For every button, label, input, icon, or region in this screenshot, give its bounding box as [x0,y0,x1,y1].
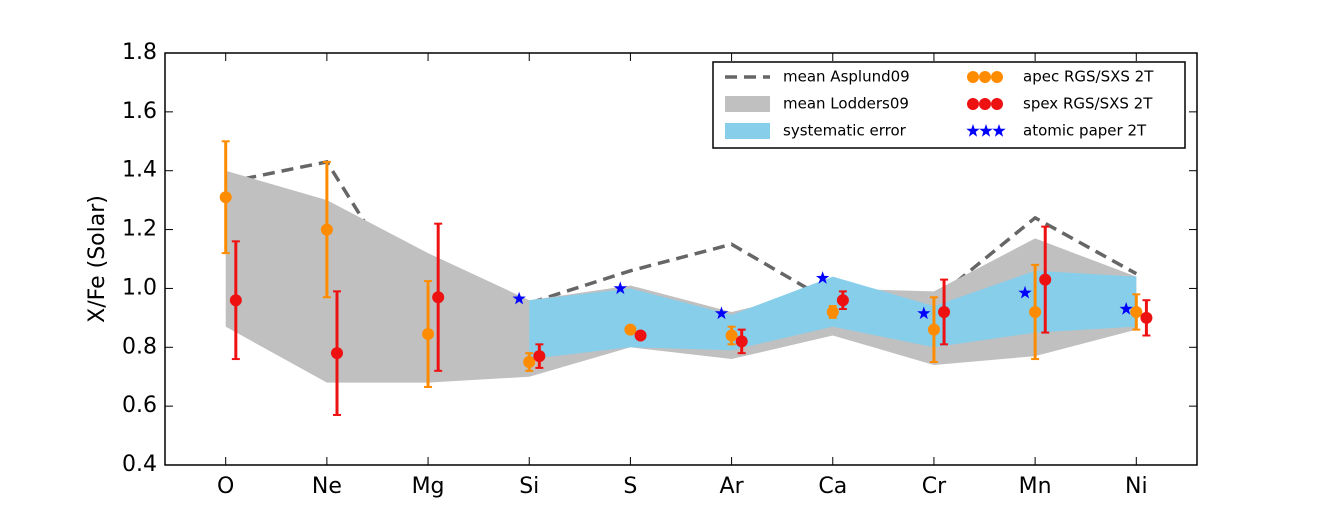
error-point [1130,293,1143,331]
marker [331,347,343,360]
legend-marker [967,98,979,110]
x-tick-label: Mg [412,474,445,499]
marker [1029,305,1042,318]
x-tick-label: S [623,474,637,499]
x-tick-label: Cr [922,474,947,499]
marker [523,356,536,368]
y-tick-label: 0.8 [122,334,157,359]
legend-marker [967,71,979,83]
error-point [523,352,536,372]
legend-box [712,61,1186,149]
error-point [634,329,647,342]
legend-patch [725,96,770,112]
legend: mean Asplund09 mean Lodders09 systematic e… [712,61,1186,149]
legend-marker [979,124,993,137]
x-tick-label: O [217,474,234,499]
marker [1140,311,1153,324]
error-point [1039,225,1052,334]
star-marker [816,271,830,284]
error-point [826,305,839,319]
marker [1039,273,1052,286]
x-tick-label: Ne [312,474,342,499]
band [225,170,1137,383]
marker [1130,305,1143,318]
error-point [725,325,738,346]
marker [624,323,637,336]
error-point [624,323,637,336]
star-marker [1119,302,1133,315]
legend-label: mean Asplund09 [783,68,910,86]
marker [826,305,839,318]
y-tick-label: 1.6 [122,99,157,124]
marker [634,329,647,342]
error-point [422,280,435,389]
error-point [229,240,242,361]
error-point [432,222,445,372]
legend-marker [979,71,991,83]
star-marker [917,306,931,320]
y-axis-label: X/Fe (Solar) [85,195,110,323]
star-marker [714,306,729,320]
star-marker [512,291,526,305]
legend-label: atomic paper 2T [1023,122,1147,140]
legend-marker [991,98,1003,110]
marker [229,294,242,307]
error-point [1140,299,1153,337]
y-tick-label: 1.8 [122,40,157,65]
x-tick-label: Ar [720,474,745,499]
legend-label: apec RGS/SXS 2T [1023,68,1154,86]
error-point [938,278,951,346]
error-point [320,160,333,299]
x-tick-label: Mn [1019,474,1052,499]
legend-label: spex RGS/SXS 2T [1023,95,1153,113]
marker [533,350,546,363]
error-point [735,328,748,355]
y-tick-label: 1.4 [122,158,157,183]
marker [927,323,940,336]
star-marker [613,281,627,295]
x-tick-label: Ni [1125,474,1148,499]
marker [432,291,445,304]
marker [938,305,951,318]
error-point [219,140,232,255]
legend-label: mean Lodders09 [783,95,909,113]
error-point [533,343,546,369]
marker [422,328,435,341]
marker [219,191,232,204]
plot-frame [164,52,1198,466]
y-tick-label: 0.4 [122,452,157,477]
y-tick-label: 0.6 [122,393,157,418]
marker [836,294,849,307]
marker [320,223,333,236]
star-marker [1018,285,1032,299]
x-tick-label: Ca [818,474,847,499]
y-tick-label: 1.2 [122,217,157,242]
legend-marker [966,124,980,137]
legend-marker [992,124,1006,137]
legend-marker [979,98,991,110]
error-point [927,296,940,363]
x-tick-label: Si [519,474,539,499]
error-point [836,290,849,311]
marker [735,335,748,348]
marker [725,329,738,342]
legend-label: systematic error [783,122,907,140]
legend-marker [991,71,1003,83]
y-tick-label: 1.0 [122,275,157,300]
legend-patch [725,123,770,139]
error-point [331,290,343,416]
error-point [1029,263,1042,361]
